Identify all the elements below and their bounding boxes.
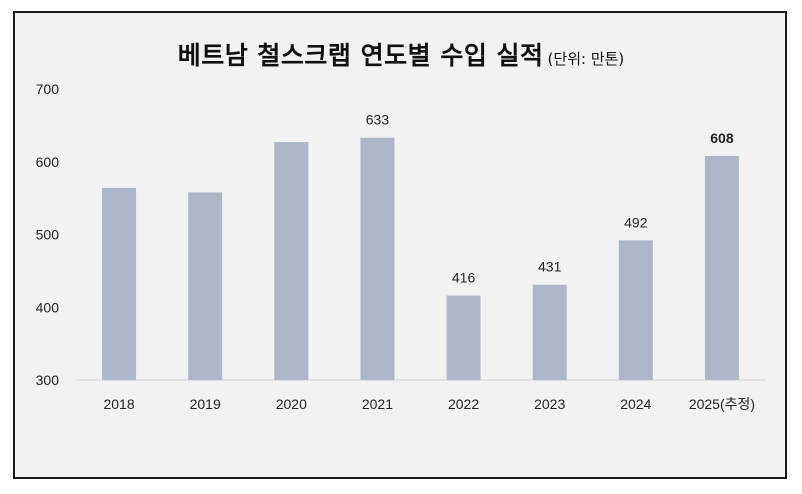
y-tick-label: 500 <box>36 227 60 243</box>
x-tick-label: 2025(추정) <box>689 396 755 412</box>
bar <box>102 187 137 380</box>
y-tick-label: 700 <box>36 81 60 97</box>
x-tick-label: 2022 <box>448 396 479 412</box>
y-tick-label: 300 <box>36 372 60 388</box>
bar <box>532 284 567 380</box>
chart-title-block: 베트남 철스크랩 연도별 수입 실적 (단위: 만톤) <box>0 36 802 72</box>
data-label: 492 <box>624 214 648 230</box>
data-label: 416 <box>452 270 476 286</box>
data-label: 431 <box>538 259 562 275</box>
x-tick-label: 2021 <box>362 396 393 412</box>
data-label: 608 <box>710 130 734 146</box>
chart-title: 베트남 철스크랩 연도별 수입 실적 <box>177 41 544 70</box>
x-tick-label: 2019 <box>190 396 221 412</box>
x-tick-label: 2018 <box>103 396 134 412</box>
chart-frame <box>13 11 787 479</box>
x-tick-label: 2020 <box>276 396 307 412</box>
y-tick-label: 600 <box>36 154 60 170</box>
y-tick-label: 400 <box>36 299 60 315</box>
chart-unit-note: (단위: 만톤) <box>547 50 625 68</box>
data-label: 633 <box>366 112 390 128</box>
bar <box>274 142 309 380</box>
bar <box>188 192 223 380</box>
x-tick-label: 2023 <box>534 396 565 412</box>
bar <box>446 295 481 380</box>
bar <box>360 137 395 380</box>
bar <box>618 240 653 380</box>
x-tick-label: 2024 <box>620 396 651 412</box>
bar <box>704 155 739 380</box>
